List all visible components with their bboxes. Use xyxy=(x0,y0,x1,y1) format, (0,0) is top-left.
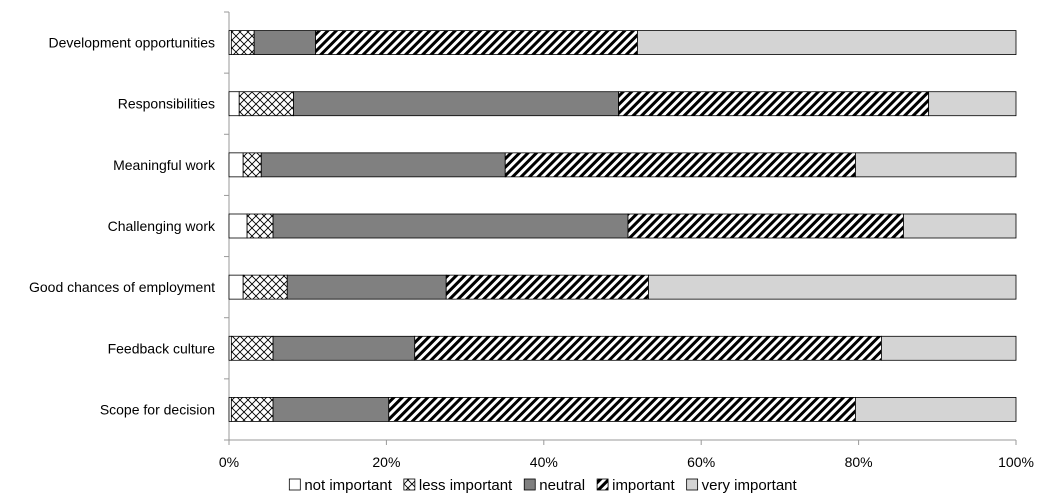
bar-segment-not-important xyxy=(228,152,244,178)
bar-segment-neutral xyxy=(253,30,316,55)
legend-label: very important xyxy=(702,477,798,494)
bar-segment-important xyxy=(504,152,856,178)
bar-segment-less-important xyxy=(242,152,262,178)
bar-segment-very-important xyxy=(881,335,1017,361)
bar-segment-neutral xyxy=(272,397,390,422)
bar-segment-less-important xyxy=(242,274,288,300)
x-tick-label: 0% xyxy=(219,454,239,470)
bar-segment-very-important xyxy=(928,91,1017,117)
bar-segment-not-important xyxy=(228,274,244,300)
bar-segment-less-important xyxy=(246,213,274,239)
legend-label: neutral xyxy=(539,477,585,494)
bar-segment-important xyxy=(414,335,882,361)
x-tick-label: 100% xyxy=(998,454,1034,470)
legend-label: less important xyxy=(419,477,513,494)
category-label: Challenging work xyxy=(108,218,216,234)
x-tick-label: 60% xyxy=(687,454,715,470)
x-tick-label: 40% xyxy=(530,454,558,470)
bar-segment-neutral xyxy=(260,152,506,178)
category-label: Responsibilities xyxy=(118,96,215,112)
bar-segment-important xyxy=(618,91,930,117)
legend: not important less important neutral import… xyxy=(288,477,798,494)
bar-segment-less-important xyxy=(230,335,274,361)
x-tick-label: 80% xyxy=(845,454,873,470)
bar-segment-very-important xyxy=(648,274,1017,300)
legend-label: not important xyxy=(304,477,392,494)
bar-segment-important xyxy=(445,274,649,300)
bar-segment-very-important xyxy=(855,397,1017,422)
category-label: Feedback culture xyxy=(108,340,216,356)
bar-segment-less-important xyxy=(238,91,294,117)
bar-segment-not-important xyxy=(228,213,248,239)
x-tick-label: 20% xyxy=(372,454,400,470)
category-label: Scope for decision xyxy=(100,401,215,417)
legend-label: important xyxy=(612,477,675,494)
bar-segment-important xyxy=(627,213,904,239)
bar-segment-neutral xyxy=(293,91,619,117)
legend-swatch-important xyxy=(596,478,609,491)
legend-swatch-less-important xyxy=(403,478,416,491)
bar-segment-very-important xyxy=(855,152,1017,178)
legend-swatch-neutral xyxy=(523,478,536,491)
category-label: Good chances of employment xyxy=(29,279,215,295)
bar-segment-less-important xyxy=(230,397,274,422)
labels: 0% 20% 40% 60% 80% 100% Development opportunit… xyxy=(29,35,1034,470)
bar-segment-important xyxy=(315,30,638,55)
category-label: Meaningful work xyxy=(113,157,216,173)
bar-segment-not-important xyxy=(228,91,240,117)
bar-segment-neutral xyxy=(286,274,447,300)
bars xyxy=(228,30,1017,422)
bar-segment-very-important xyxy=(903,213,1017,239)
bar-segment-very-important xyxy=(637,30,1017,55)
bar-segment-less-important xyxy=(230,30,255,55)
legend-swatch-not-important xyxy=(288,478,301,491)
bar-segment-neutral xyxy=(272,213,629,239)
legend-swatch-very-important xyxy=(686,478,699,491)
bar-segment-important xyxy=(388,397,856,422)
bar-segment-neutral xyxy=(272,335,416,361)
category-label: Development opportunities xyxy=(48,35,215,51)
